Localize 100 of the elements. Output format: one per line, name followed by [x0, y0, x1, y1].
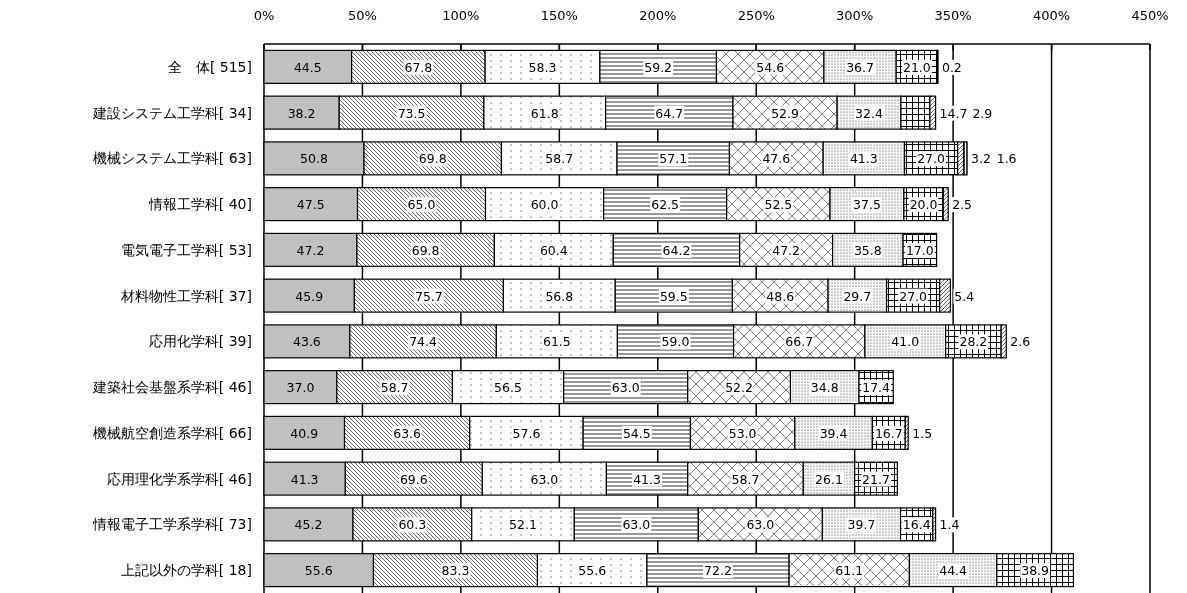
y-tick-label: 上記以外の学科[ 18]	[120, 562, 252, 579]
x-tick-label: 150%	[540, 8, 578, 23]
x-tick-label: 250%	[737, 8, 775, 23]
data-label: 63.0	[611, 380, 640, 396]
data-label: 60.3	[398, 517, 427, 533]
data-label: 57.1	[659, 151, 688, 167]
data-label: 34.8	[810, 380, 839, 396]
data-label: 38.9	[1021, 563, 1050, 579]
data-label: 61.8	[530, 105, 559, 121]
data-label: 54.6	[756, 59, 785, 75]
data-label: 56.5	[494, 380, 522, 396]
data-label: 54.5	[622, 425, 651, 441]
x-tick-label: 0%	[253, 8, 275, 23]
data-label: 44.5	[293, 59, 322, 75]
data-label: 27.0	[899, 288, 928, 304]
data-label: 64.2	[662, 242, 691, 258]
data-label: 3.2	[971, 151, 991, 167]
y-tick-label: 全 体[ 515]	[167, 58, 252, 75]
data-label: 44.4	[939, 563, 968, 579]
data-label: 61.1	[835, 563, 864, 579]
data-label: 50.8	[300, 151, 328, 167]
y-tick-label: 応用化学科[ 39]	[148, 333, 252, 350]
data-label: 17.4	[862, 380, 891, 396]
x-tick-label: 300%	[836, 8, 874, 23]
data-label: 53.0	[728, 425, 757, 441]
x-tick-label: 350%	[934, 8, 972, 23]
data-label: 47.5	[296, 197, 325, 213]
data-label: 59.2	[644, 59, 673, 75]
data-label: 35.8	[853, 242, 882, 258]
data-label: 66.7	[785, 334, 814, 350]
data-label: 59.5	[659, 288, 688, 304]
data-label: 61.5	[542, 334, 571, 350]
data-label: 47.2	[296, 242, 325, 258]
data-label: 0.2	[941, 59, 962, 75]
data-label: 57.6	[512, 425, 541, 441]
data-label: 36.7	[846, 59, 874, 75]
data-label: 69.8	[411, 242, 440, 258]
data-label: 59.0	[661, 334, 690, 350]
data-label: 41.3	[849, 151, 878, 167]
data-label: 58.7	[731, 471, 760, 487]
y-tick-label: 建設システム工学科[ 34]	[91, 104, 252, 121]
data-label: 67.8	[404, 59, 433, 75]
data-label: 28.2	[959, 334, 988, 350]
data-label: 69.8	[418, 151, 447, 167]
data-label: 55.6	[304, 563, 333, 579]
data-label: 64.7	[655, 105, 684, 121]
data-label: 37.5	[853, 197, 881, 213]
x-tick-label: 400%	[1032, 8, 1071, 23]
data-label: 52.1	[509, 517, 537, 533]
data-label: 1.6	[996, 151, 1017, 167]
data-label: 47.6	[762, 151, 791, 167]
data-label: 60.4	[539, 242, 568, 258]
data-label: 48.6	[766, 288, 795, 304]
y-tick-label: 材料物性工学科[ 37]	[119, 287, 252, 304]
data-label: 37.0	[286, 380, 315, 396]
data-label: 63.6	[393, 425, 422, 441]
data-label: 58.7	[380, 380, 409, 396]
data-label: 27.0	[917, 151, 946, 167]
data-label: 72.2	[704, 563, 732, 579]
data-label: 74.4	[409, 334, 438, 350]
data-label: 2.9	[972, 105, 993, 121]
data-label: 5.4	[954, 288, 975, 304]
data-label: 29.7	[843, 288, 872, 304]
data-label: 63.0	[746, 517, 775, 533]
data-label: 20.0	[909, 197, 938, 213]
data-label: 21.0	[902, 59, 931, 75]
data-label: 39.7	[847, 517, 876, 533]
y-tick-label: 機械システム工学科[ 63]	[92, 150, 252, 167]
data-label: 40.9	[290, 425, 319, 441]
data-label: 21.7	[862, 471, 890, 487]
y-tick-label: 機械航空創造系学科[ 66]	[92, 424, 252, 441]
data-label: 56.8	[545, 288, 574, 304]
y-tick-label: 電気電子工学科[ 53]	[120, 241, 252, 258]
data-label: 63.0	[622, 517, 651, 533]
data-label: 16.7	[874, 425, 903, 441]
data-label: 62.5	[651, 197, 680, 213]
data-label: 45.2	[294, 517, 323, 533]
data-label: 1.5	[912, 425, 933, 441]
x-tick-label: 100%	[442, 8, 480, 23]
data-label: 58.3	[528, 59, 557, 75]
data-label: 41.0	[891, 334, 920, 350]
data-label: 52.9	[771, 105, 800, 121]
y-tick-label: 応用理化学系学科[ 46]	[106, 470, 252, 487]
data-label: 83.3	[441, 563, 470, 579]
data-label: 55.6	[578, 563, 607, 579]
data-label: 47.2	[772, 242, 801, 258]
data-label: 73.5	[397, 105, 426, 121]
x-tick-label: 450%	[1131, 8, 1169, 23]
data-label: 75.7	[414, 288, 443, 304]
data-label: 60.0	[530, 197, 559, 213]
data-label: 2.5	[952, 197, 973, 213]
data-label: 43.6	[293, 334, 321, 350]
data-label: 39.4	[819, 425, 848, 441]
x-tick-label: 50%	[347, 8, 377, 23]
data-label: 58.7	[545, 151, 574, 167]
data-label: 38.2	[287, 105, 316, 121]
data-label: 14.7	[939, 105, 968, 121]
data-label: 32.4	[855, 105, 883, 121]
data-label: 63.0	[530, 471, 559, 487]
data-label: 17.0	[905, 242, 934, 258]
